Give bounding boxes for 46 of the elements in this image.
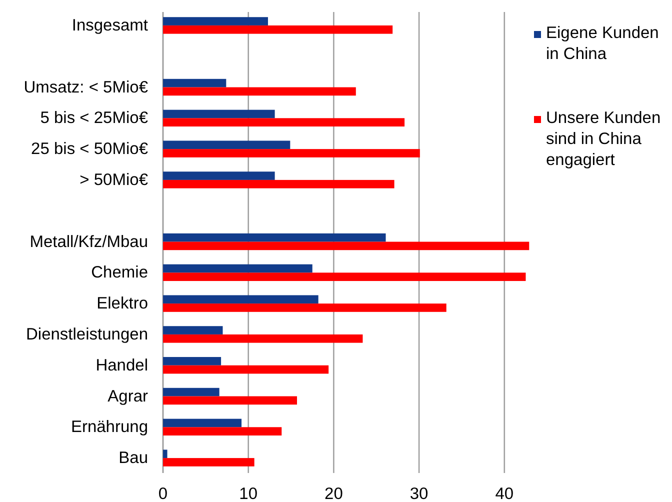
bar	[163, 149, 420, 158]
bar	[163, 365, 329, 374]
bar	[163, 272, 526, 281]
bar	[163, 233, 386, 242]
bar	[163, 242, 530, 250]
y-tick-label: Umsatz: < 5Mio€	[24, 78, 148, 96]
x-tick-label: 40	[495, 485, 514, 502]
y-tick-label: > 50Mio€	[80, 170, 148, 189]
bar	[163, 180, 394, 188]
y-tick-label: Metall/Kfz/Mbau	[30, 232, 148, 251]
bar	[163, 326, 223, 334]
bar	[163, 25, 393, 34]
bar	[163, 140, 290, 150]
bar	[163, 427, 282, 436]
bar	[163, 295, 318, 304]
y-tick-label: Bau	[118, 449, 148, 468]
bar	[163, 172, 275, 180]
x-tick-label: 0	[158, 485, 168, 502]
y-tick-label: Agrar	[108, 387, 148, 406]
bar	[163, 17, 268, 26]
bar	[163, 78, 226, 88]
bar	[163, 304, 446, 312]
y-tick-label: Ernährung	[70, 418, 148, 436]
bar	[163, 334, 363, 343]
legend-label: Unsere Kunden sind in China engagiert	[546, 109, 661, 170]
bar	[163, 396, 297, 405]
x-tick-label: 30	[410, 485, 428, 502]
x-tick-label: 10	[239, 485, 258, 502]
bar	[163, 458, 254, 466]
y-tick-label: Elektro	[96, 294, 148, 313]
bar	[163, 87, 356, 96]
legend-label: Eigene Kunden in China	[546, 24, 659, 64]
bar	[163, 450, 168, 458]
bar	[163, 118, 405, 126]
y-tick-label: Handel	[96, 356, 148, 374]
y-tick-label: Insgesamt	[72, 16, 148, 34]
bar	[163, 418, 242, 428]
bar	[163, 388, 220, 396]
x-tick-label: 20	[324, 485, 343, 502]
y-tick-label: 5 bis < 25Mio€	[40, 109, 148, 128]
y-tick-label: Chemie	[91, 264, 148, 282]
y-tick-label: 25 bis < 50Mio€	[31, 140, 148, 158]
y-tick-label: Dienstleistungen	[26, 325, 148, 344]
bar	[163, 357, 222, 366]
bar	[163, 264, 312, 273]
bar	[163, 110, 275, 118]
